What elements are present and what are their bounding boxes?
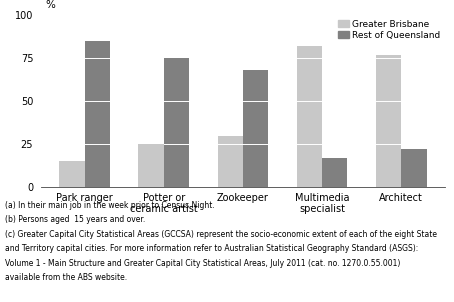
Text: (b) Persons aged  15 years and over.: (b) Persons aged 15 years and over. <box>5 215 145 224</box>
Bar <box>401 149 427 187</box>
Text: (a) In their main job in the week prior to Census Night.: (a) In their main job in the week prior … <box>5 201 214 210</box>
Bar <box>376 55 401 187</box>
Bar <box>84 41 110 187</box>
Bar <box>164 58 189 187</box>
Bar <box>297 46 322 187</box>
Text: %: % <box>45 0 55 10</box>
Text: (c) Greater Capital City Statistical Areas (GCCSA) represent the socio-economic : (c) Greater Capital City Statistical Are… <box>5 230 437 239</box>
Bar <box>59 161 84 187</box>
Text: and Territory capital cities. For more information refer to Australian Statistic: and Territory capital cities. For more i… <box>5 244 418 253</box>
Bar <box>217 136 243 187</box>
Bar <box>243 70 268 187</box>
Bar <box>322 158 347 187</box>
Legend: Greater Brisbane, Rest of Queensland: Greater Brisbane, Rest of Queensland <box>338 20 440 40</box>
Text: available from the ABS website.: available from the ABS website. <box>5 273 127 282</box>
Bar <box>138 144 164 187</box>
Text: Volume 1 - Main Structure and Greater Capital City Statistical Areas, July 2011 : Volume 1 - Main Structure and Greater Ca… <box>5 259 400 268</box>
